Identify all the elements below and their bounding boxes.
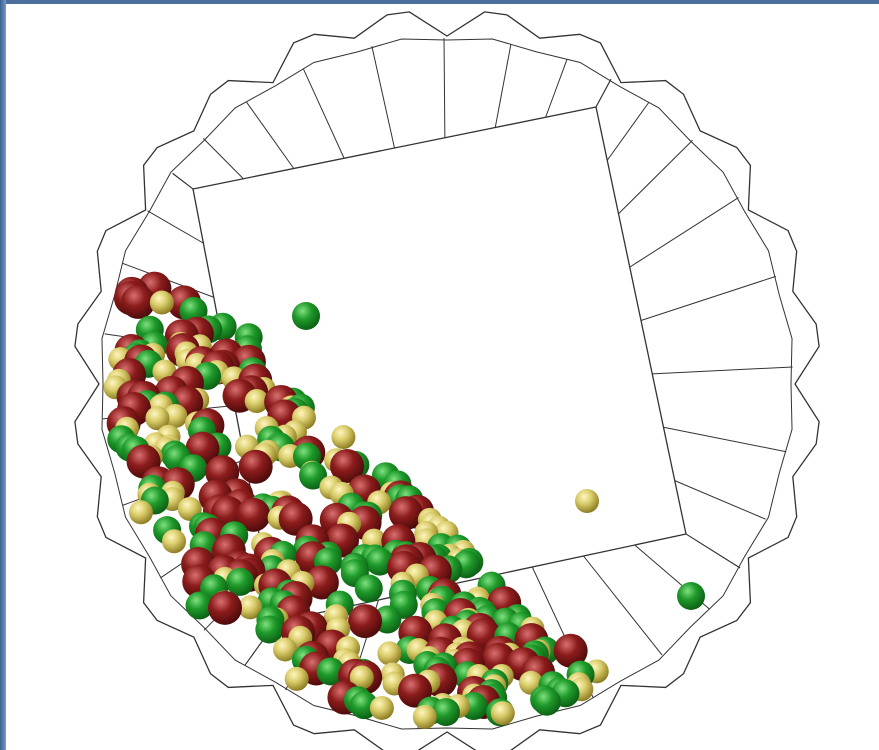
particle-green: [316, 657, 345, 686]
particle-yellow: [149, 290, 174, 315]
particle-red: [304, 565, 339, 600]
particle-yellow: [128, 500, 153, 525]
particle-green: [532, 687, 561, 716]
particle-yellow: [369, 695, 394, 720]
particle-red: [388, 496, 423, 531]
particle-green: [299, 461, 328, 490]
drum-simulation-scene: [74, 11, 820, 750]
particle-red: [236, 497, 271, 532]
particle-red: [121, 284, 156, 319]
particle-red: [207, 590, 242, 625]
particle-bed: [103, 271, 705, 729]
particle-red: [553, 633, 588, 668]
particle-green: [292, 302, 320, 330]
particle-green: [185, 591, 214, 620]
particle-green: [226, 567, 255, 596]
window-top-border: [0, 0, 879, 4]
particle-yellow: [238, 595, 263, 620]
particle-red: [330, 449, 365, 484]
particle-yellow: [162, 529, 187, 554]
particle-green: [354, 574, 383, 603]
particle-yellow: [412, 704, 437, 729]
particle-red: [238, 449, 273, 484]
particle-yellow: [575, 489, 599, 513]
particle-yellow: [284, 666, 309, 691]
particle-green: [432, 698, 461, 727]
particle-yellow: [331, 425, 356, 450]
window-left-border: [0, 0, 6, 750]
particle-yellow: [273, 637, 298, 662]
particle-green: [365, 547, 394, 576]
particle-yellow: [145, 406, 170, 431]
particle-yellow: [244, 388, 269, 413]
particle-green: [677, 582, 705, 610]
particle-yellow: [163, 403, 188, 428]
particle-green: [255, 615, 284, 644]
particle-yellow: [490, 701, 515, 726]
particle-yellow: [377, 641, 402, 666]
particle-red: [348, 604, 383, 639]
simulation-viewport[interactable]: [6, 4, 879, 750]
particle-yellow: [349, 665, 374, 690]
